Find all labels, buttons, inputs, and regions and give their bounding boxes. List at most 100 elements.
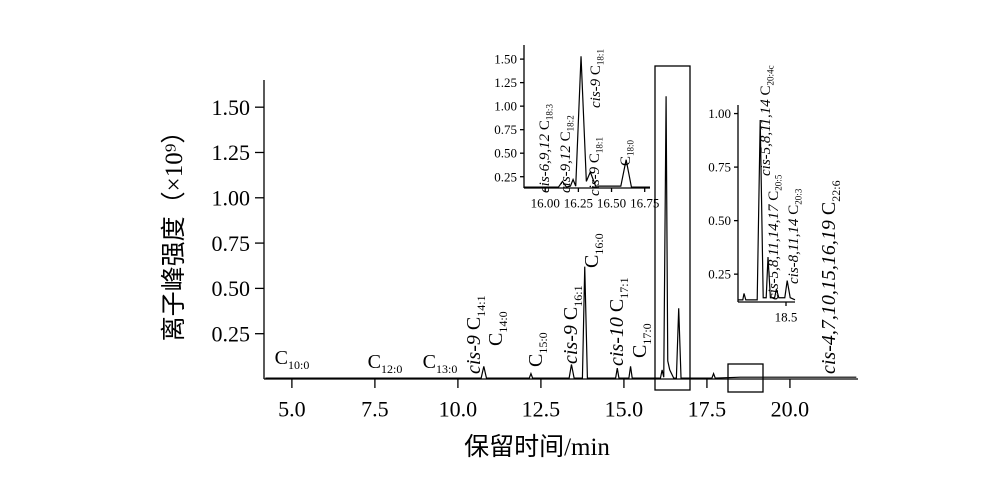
x-axis-label: 保留时间/min xyxy=(464,433,610,461)
y-tick-label: 0.25 xyxy=(494,169,517,184)
y-tick-label: 0.25 xyxy=(212,321,251,346)
peak-label-sub: 10:0 xyxy=(288,358,309,372)
peak-label-sub: 20:3 xyxy=(794,188,804,205)
peak-label-main: C xyxy=(463,317,485,330)
peak-label: cis-9 C18:1 xyxy=(587,137,605,196)
x-tick-label: 20.0 xyxy=(771,397,810,422)
x-tick-label: 12.5 xyxy=(522,397,561,422)
y-tick-label: 1.00 xyxy=(212,185,251,210)
peak-label-main: C xyxy=(618,156,634,166)
peak-label: C18:0 xyxy=(618,139,636,166)
peak-label: C14:0 xyxy=(485,311,510,346)
trace xyxy=(265,96,857,379)
peak-label-prefix: cis-9 xyxy=(463,335,485,374)
peak-label-prefix: cis-8,11,14 xyxy=(786,218,802,284)
y-tick-label: 0.75 xyxy=(212,231,251,256)
peak-label: C17:0 xyxy=(629,323,654,358)
peak-label-main: C xyxy=(606,299,628,312)
peak-label: cis-9 C18:1 xyxy=(588,49,606,108)
y-tick-label: 1.25 xyxy=(494,75,517,90)
peak-label-main: C xyxy=(560,307,582,320)
peak-label-sub: 18:3 xyxy=(545,104,555,121)
peak-label-sub: 17:0 xyxy=(640,323,654,344)
peak-label: cis-8,11,14 C20:3 xyxy=(786,188,804,284)
peak-label: C12:0 xyxy=(368,351,403,376)
y-tick-label: 0.75 xyxy=(494,122,517,137)
peak-label: C16:0 xyxy=(581,233,606,268)
x-tick-label: 16.50 xyxy=(597,196,626,211)
peak-label-main: C xyxy=(588,65,604,75)
y-tick-label: 0.50 xyxy=(708,213,731,228)
peak-label-sub: 15:0 xyxy=(536,332,550,353)
peak-label-sub: 18:1 xyxy=(595,137,605,153)
y-tick-label: 0.50 xyxy=(494,146,517,161)
x-tick-label: 17.5 xyxy=(688,397,727,422)
peak-label-main: C xyxy=(485,333,507,346)
peak-label-prefix: cis-6,9,12 xyxy=(537,133,553,193)
peak-label: cis-5,8,11,14 C20:4c xyxy=(758,65,776,176)
y-tick-label: 1.50 xyxy=(494,52,517,67)
x-tick-label: 16.75 xyxy=(630,196,659,211)
peak-label: C13:0 xyxy=(423,351,458,376)
peak-label-main: C xyxy=(558,131,574,141)
peak-label-sub: 14:0 xyxy=(496,311,510,332)
peak-label-prefix: cis-5,8,11,14 xyxy=(758,99,774,176)
y-tick-label: 1.50 xyxy=(212,95,251,120)
trace xyxy=(524,56,650,188)
peak-label-sub: 14:1 xyxy=(474,295,488,316)
peak-label-prefix: cis-9,12 xyxy=(558,145,574,193)
y-tick-label: 1.00 xyxy=(708,106,731,121)
y-tick-label: 0.75 xyxy=(708,160,731,175)
peak-label: cis-4,7,10,15,16,19 C22:6 xyxy=(818,180,843,374)
x-tick-label: 7.5 xyxy=(361,397,389,422)
peak-label-main: C xyxy=(758,85,774,95)
peak-label-sub: 13:0 xyxy=(436,362,457,376)
zoom-box xyxy=(654,65,691,391)
y-tick-label: 0.25 xyxy=(708,267,731,282)
x-tick-label: 16.00 xyxy=(531,196,560,211)
peak-label-main: C xyxy=(786,205,802,215)
peak-label-prefix: cis-4,7,10,15,16,19 xyxy=(818,220,840,374)
peak-label-sub: 20:4c xyxy=(766,65,776,85)
peak-label-main: C xyxy=(581,255,603,268)
y-axis-label: 离子峰强度（×10⁹） xyxy=(160,119,188,342)
peak-label-main: C xyxy=(537,120,553,130)
peak-label: C10:0 xyxy=(275,347,310,372)
peak-label: cis-9,12 C18:2 xyxy=(558,115,576,193)
peak-label-main: C xyxy=(423,351,436,373)
peak-label-main: C xyxy=(629,345,651,358)
peak-label-main: C xyxy=(766,191,782,201)
peak-label: cis-6,9,12 C18:3 xyxy=(537,104,555,193)
peak-label: cis-9 C14:1 xyxy=(463,295,488,374)
peak-label-main: C xyxy=(368,351,381,373)
peak-label-sub: 16:0 xyxy=(592,233,606,254)
peak-label-sub: 18:2 xyxy=(566,115,576,131)
peak-label-sub: 22:6 xyxy=(829,180,843,201)
y-tick-label: 1.25 xyxy=(212,140,251,165)
peak-label-main: C xyxy=(587,153,603,163)
peak-label-prefix: cis-9 xyxy=(587,166,603,196)
x-tick-label: 18.5 xyxy=(775,310,798,325)
x-tick-label: 5.0 xyxy=(278,397,306,422)
peak-label-main: C xyxy=(525,354,547,367)
x-tick-label: 10.0 xyxy=(439,397,478,422)
x-tick-label: 16.25 xyxy=(564,196,593,211)
peak-label-main: C xyxy=(275,347,288,369)
peak-label: cis-10 C17:1 xyxy=(606,277,631,366)
peak-label-main: C xyxy=(818,202,840,215)
peak-label: cis-5,8,11,14,17 C20:5 xyxy=(766,174,784,300)
y-tick-label: 1.00 xyxy=(494,99,517,114)
peak-label-prefix: cis-5,8,11,14,17 xyxy=(766,203,782,300)
trace xyxy=(738,119,796,301)
peak-label-sub: 16:1 xyxy=(571,285,585,306)
peak-label-sub: 18:1 xyxy=(596,49,606,65)
peak-label-sub: 17:1 xyxy=(617,277,631,298)
peak-label: C15:0 xyxy=(525,332,550,367)
y-tick-label: 0.50 xyxy=(212,276,251,301)
peak-label-prefix: cis-10 xyxy=(606,317,628,366)
x-tick-label: 15.0 xyxy=(605,397,644,422)
peak-label-prefix: cis-9 xyxy=(560,325,582,364)
peak-label-sub: 12:0 xyxy=(381,362,402,376)
peak-label: cis-9 C16:1 xyxy=(560,285,585,364)
